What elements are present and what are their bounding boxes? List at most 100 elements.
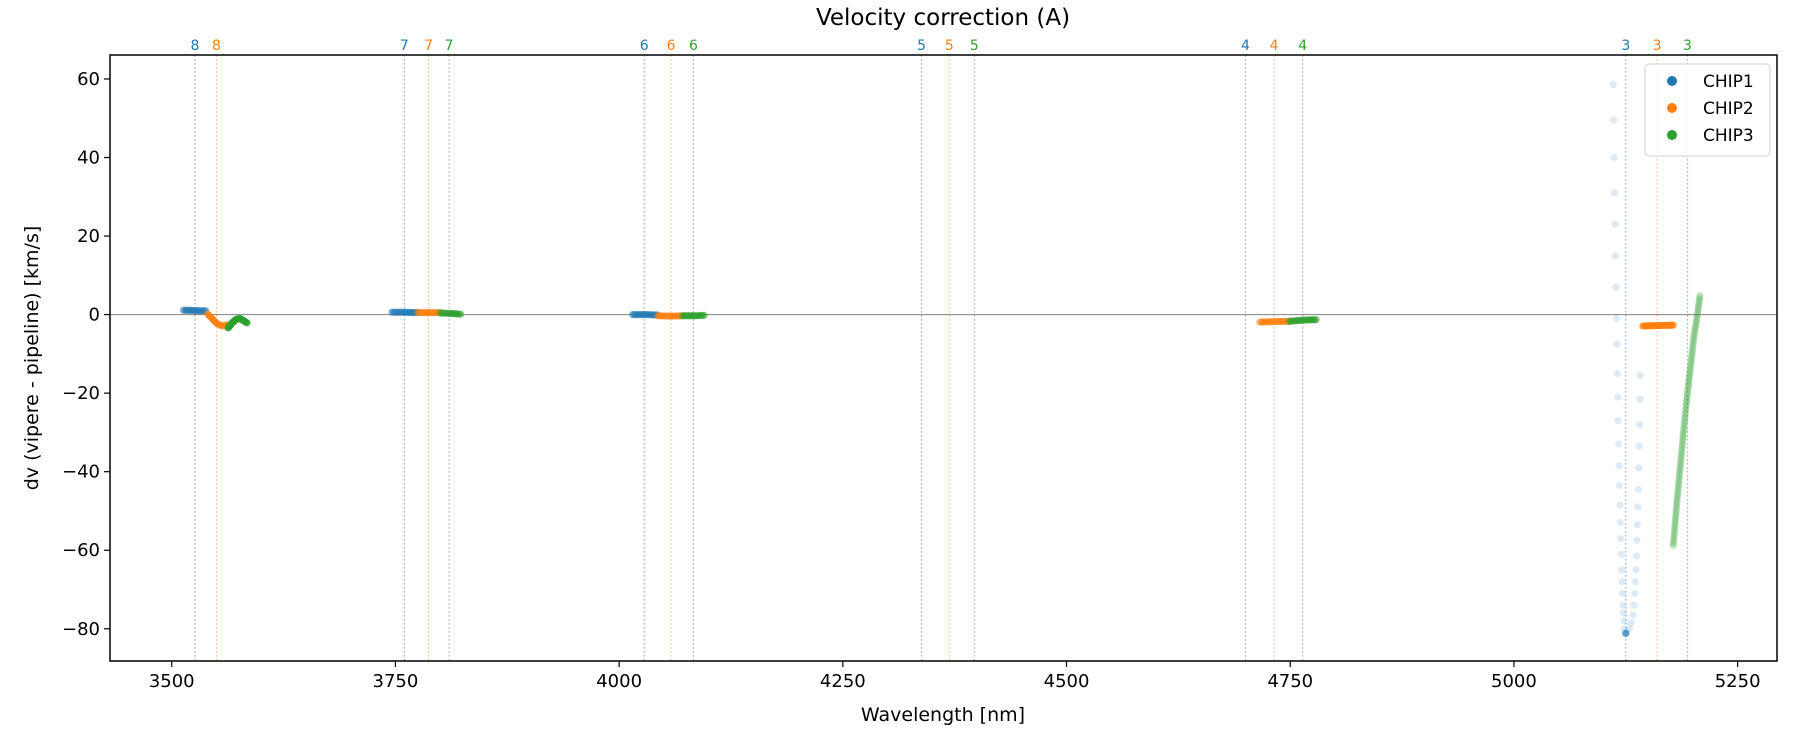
data-point-chip3 [1676,463,1684,471]
data-point-chip3 [1687,355,1696,363]
data-point-chip1 [1633,521,1642,529]
data-point-chip3 [1672,509,1680,517]
data-point-chip3 [1683,393,1691,401]
data-point-chip3 [1675,473,1683,481]
data-point-chip1 [1619,589,1627,598]
legend-label: CHIP2 [1703,99,1754,119]
data-point-chip1 [1610,116,1618,124]
data-point-chip1 [1614,417,1622,425]
data-point-chip3 [1696,293,1704,302]
data-point-chip3 [1680,427,1688,435]
data-point-chip3 [1684,384,1692,393]
data-point-chip3 [1683,395,1691,403]
order-label: 7 [424,38,433,54]
data-point-chip1 [1615,462,1623,470]
data-point-chip3 [1684,387,1692,395]
data-point-chip3 [1676,459,1685,467]
data-point-chip2 [1669,321,1677,329]
order-label: 8 [191,38,200,54]
data-point-chip3 [1678,442,1686,450]
data-point-chip3 [1692,316,1701,324]
x-tick-label: 5250 [1715,671,1761,692]
data-point-chip1 [1627,619,1635,627]
data-point-chip3 [1672,503,1681,511]
data-point-chip2 [209,316,218,324]
data-point-chip3 [1680,421,1688,430]
data-point-chip2 [218,322,226,330]
data-point-chip3 [1695,297,1703,306]
data-point-chip3 [1693,313,1701,321]
data-point-chip3 [1312,316,1320,324]
data-point-chip3 [1683,390,1692,398]
y-tick-label: 20 [77,226,100,247]
x-tick-label: 4000 [596,671,642,692]
data-point-chip3 [1689,338,1697,346]
data-point-chip3 [1677,452,1685,460]
data-point-chip3 [1681,410,1689,419]
data-point-chip3 [1671,517,1679,525]
data-point-chip3 [1673,498,1681,506]
data-point-chip3 [1688,350,1696,359]
data-point-chip3 [1678,448,1686,456]
data-point-chip3 [243,319,251,327]
data-point-chip3 [1673,491,1682,499]
data-point-chip1 [1618,578,1626,586]
data-point-chip3 [1679,435,1687,443]
data-point-chip3 [1673,500,1681,509]
data-point-chip3 [1693,311,1701,319]
data-point-chip3 [1688,345,1697,353]
data-point-chip3 [1679,437,1687,445]
data-point-chip3 [1680,426,1688,434]
order-label: 4 [1298,38,1307,54]
data-point-chip1 [1632,578,1640,586]
data-point-chip1 [1611,220,1619,228]
data-point-chip3 [1692,317,1700,325]
data-point-chip3 [1690,330,1698,338]
data-point-chip3 [1679,428,1688,437]
data-point-chip3 [1670,528,1678,536]
data-point-chip2 [206,313,215,321]
data-point-chip3 [1676,462,1684,470]
data-point-chip3 [1678,446,1686,455]
data-point-chip3 [1689,344,1697,352]
data-point-chip3 [1686,367,1694,375]
data-point-chip3 [1696,292,1704,300]
data-point-chip1 [1622,629,1630,638]
y-axis-label: dv (vipere - pipeline) [km/s] [21,226,43,491]
data-point-chip1 [1636,371,1644,380]
data-point-chip3 [1688,352,1696,360]
data-point-chip3 [1681,413,1689,421]
data-point-chip3 [1687,357,1695,365]
data-point-chip3 [1670,534,1678,542]
data-point-chip2 [209,315,217,323]
data-point-chip3 [1671,514,1680,523]
data-point-chip3 [1694,308,1702,316]
data-point-chip3 [1693,312,1701,320]
data-point-chip3 [1695,296,1703,304]
data-point-chip3 [1673,493,1681,502]
data-point-chip1 [1618,566,1626,574]
data-point-chip3 [1682,402,1690,410]
data-point-chip3 [1685,379,1693,387]
data-point-chip1 [1610,153,1618,162]
x-tick-label: 4500 [1044,671,1090,692]
data-point-chip3 [1672,506,1680,514]
data-point-chip3 [1692,320,1700,328]
order-label: 3 [1683,38,1692,54]
data-point-chip3 [1690,335,1698,344]
data-point-chip3 [1680,423,1688,431]
data-point-chip1 [1619,601,1627,609]
data-point-chip2 [213,320,222,328]
data-point-chip3 [1686,368,1694,376]
data-point-chip1 [1614,393,1622,401]
data-point-chip3 [1684,382,1692,390]
data-point-chip3 [1681,408,1690,416]
data-point-chip3 [1675,475,1683,484]
data-point-chip3 [1669,539,1678,548]
data-point-chip3 [1689,337,1698,345]
data-point-chip3 [1685,374,1693,382]
chart-title: Velocity correction (A) [816,5,1070,31]
order-label: 6 [689,38,698,54]
data-point-chip2 [208,314,216,323]
